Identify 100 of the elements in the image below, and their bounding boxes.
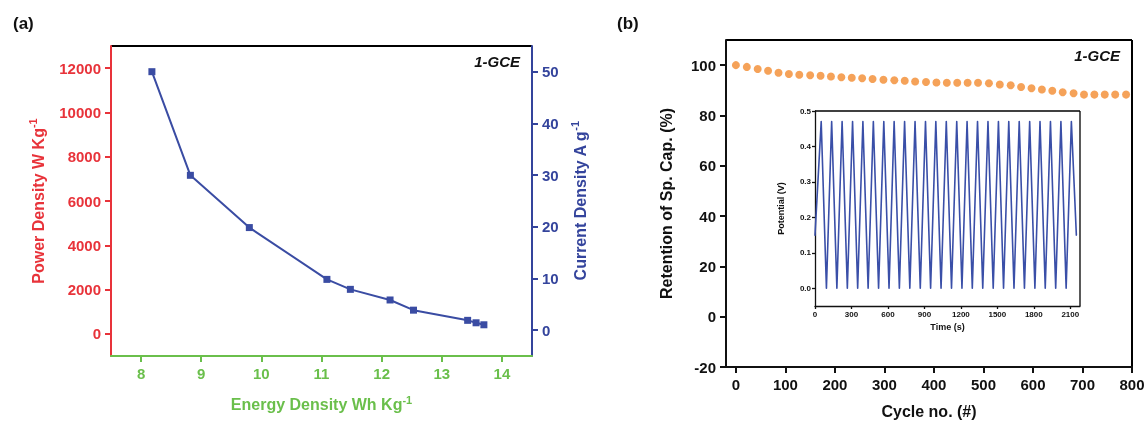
y-axis-title: Power Density W Kg-1 (27, 118, 47, 284)
x-tick-label: 1200 (951, 309, 971, 319)
x-tick-label: 11 (313, 365, 330, 382)
y-tick-label: 0.1 (799, 248, 812, 258)
x-tick-label: 500 (970, 376, 996, 393)
x-tick-label: 10 (253, 365, 270, 382)
point (742, 62, 751, 71)
point (1048, 86, 1057, 95)
point (890, 76, 899, 85)
y-tick-label: 60 (699, 157, 716, 175)
point (346, 285, 354, 293)
point (974, 78, 983, 87)
point (1122, 90, 1131, 99)
x-tick-label: 700 (1069, 376, 1095, 393)
x-tick-label: 1500 (988, 309, 1007, 319)
point (816, 71, 825, 80)
point (953, 78, 962, 87)
point (879, 75, 888, 84)
point (245, 224, 253, 232)
point (795, 70, 804, 79)
x-tick-label: 2100 (1061, 309, 1080, 319)
point (858, 74, 867, 83)
y2-axis-title: Current Density A g-1 (569, 120, 589, 281)
x-tick-label: 200 (822, 376, 848, 393)
point (731, 61, 740, 70)
y-tick-label: 0.4 (799, 141, 812, 151)
x-tick-label: 8 (136, 365, 146, 382)
point (963, 78, 972, 87)
y-tick-label: 0.0 (799, 283, 812, 293)
annotation: 1-GCE (1074, 47, 1121, 64)
y-tick-label: 20 (699, 257, 716, 275)
chart-title: (a) (13, 14, 34, 33)
point (1037, 85, 1046, 94)
y-tick-label: 0 (92, 325, 101, 343)
point (995, 80, 1004, 89)
point (806, 71, 815, 80)
point (1079, 90, 1088, 99)
point (837, 73, 846, 82)
x-tick-label: 600 (881, 309, 896, 319)
point (932, 78, 941, 87)
y-tick-label: 40 (699, 207, 716, 225)
point (922, 78, 931, 86)
point (480, 321, 488, 329)
y2-tick-label: 0 (542, 321, 551, 339)
x-tick-label: 400 (921, 376, 947, 393)
x-tick-label: 800 (1119, 376, 1145, 393)
point (1027, 84, 1036, 93)
point (1100, 90, 1109, 99)
y-tick-label: 8000 (67, 148, 101, 166)
y-tick-label: 100 (690, 56, 716, 74)
point (1017, 83, 1026, 92)
point (323, 275, 331, 283)
point (386, 296, 394, 304)
y-tick-label: -20 (694, 358, 716, 376)
y2-tick-label: 20 (542, 218, 559, 236)
point (868, 74, 877, 83)
point (1006, 81, 1015, 90)
point (764, 66, 773, 75)
x-tick-label: 900 (917, 309, 932, 319)
x-tick-label: 12 (373, 365, 390, 382)
x-tick-label: 13 (433, 365, 451, 382)
y-tick-label: 10000 (59, 103, 101, 121)
point (942, 78, 951, 87)
point (410, 306, 418, 314)
x-axis-title: Cycle no. (#) (881, 402, 977, 420)
point (753, 64, 762, 73)
point (1090, 90, 1099, 99)
annotation: 1-GCE (474, 53, 521, 70)
y-tick-label: 12000 (59, 59, 101, 77)
x-tick-label: 14 (493, 365, 511, 382)
point (464, 316, 472, 324)
x-tick-label: 600 (1020, 376, 1046, 393)
point (911, 77, 920, 86)
point (1069, 89, 1078, 98)
x-tick-label: 100 (772, 376, 798, 393)
y-tick-label: 0.2 (799, 212, 812, 222)
y2-tick-label: 50 (542, 63, 559, 81)
point (148, 68, 156, 76)
point (900, 76, 909, 85)
y-tick-label: 80 (699, 106, 716, 124)
point (186, 171, 194, 179)
x-tick-label: 300 (844, 309, 859, 319)
x-tick-label: 0 (731, 376, 741, 393)
point (984, 79, 993, 88)
y2-tick-label: 30 (542, 166, 559, 184)
y-tick-label: 4000 (67, 236, 101, 254)
x-axis-title: Time (s) (930, 322, 965, 333)
point (826, 72, 835, 81)
x-tick-label: 1800 (1024, 309, 1044, 319)
point (774, 68, 783, 77)
y-tick-label: 2000 (67, 281, 101, 299)
y2-tick-label: 40 (542, 115, 559, 132)
y-tick-label: 0.5 (799, 106, 812, 116)
y-axis-title: Potential (V) (775, 182, 786, 235)
y-tick-label: 6000 (67, 192, 101, 210)
y2-tick-label: 10 (542, 270, 559, 287)
point (784, 69, 793, 78)
x-tick-label: 300 (871, 376, 897, 393)
y-axis-title: Retention of Sp. Cap. (%) (657, 107, 675, 300)
point (472, 319, 480, 327)
